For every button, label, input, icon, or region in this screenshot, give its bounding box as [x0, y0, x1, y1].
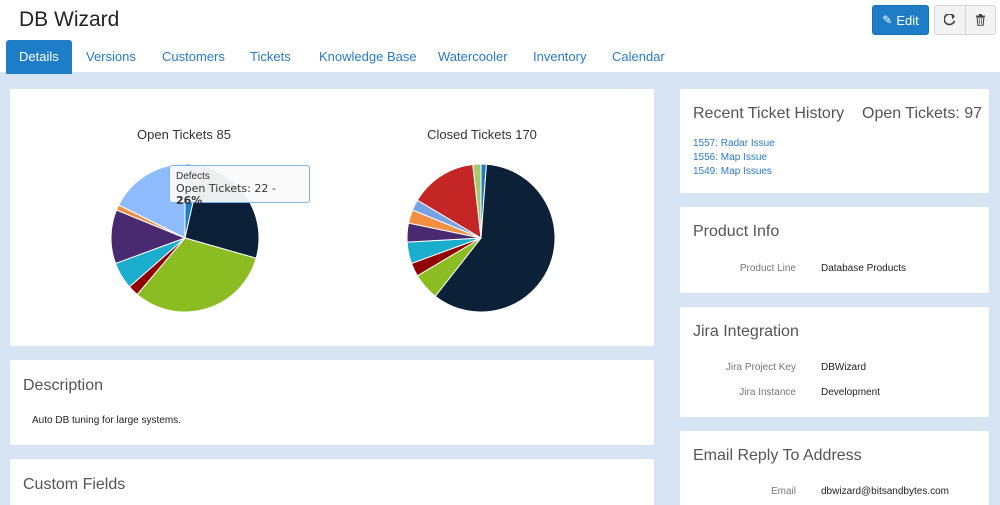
ticket-link[interactable]: 1549: Map Issues: [693, 166, 772, 177]
open-tickets-chart-title: Open Tickets 85: [137, 127, 231, 142]
custom-fields-heading: Custom Fields: [23, 476, 126, 493]
tab-knowledge-base[interactable]: Knowledge Base: [319, 49, 417, 64]
closed-tickets-pie-chart[interactable]: [396, 153, 566, 323]
tooltip-value-line: Open Tickets: 22 - 26%: [176, 182, 276, 207]
closed-tickets-chart-title: Closed Tickets 170: [427, 127, 537, 142]
edit-button[interactable]: ✎ Edit: [872, 5, 929, 35]
content-area: Open Tickets 85 Closed Tickets 170 Defec…: [0, 75, 1000, 505]
tab-customers[interactable]: Customers: [162, 49, 225, 64]
description-card: Description Auto DB tuning for large sys…: [10, 360, 654, 445]
product-info-card: Product Info Product Line Database Produ…: [680, 207, 989, 293]
pie-slice[interactable]: [434, 163, 556, 313]
tooltip-percent: 26%: [176, 194, 203, 207]
refresh-icon: [944, 14, 956, 26]
open-tickets-pie-chart[interactable]: [100, 153, 270, 323]
top-bar: DB Wizard ✎ Edit: [0, 0, 1000, 40]
pie-slice[interactable]: [118, 163, 186, 239]
jira-instance-label: Jira Instance: [739, 387, 796, 398]
tooltip-series-label: Open Tickets: [176, 182, 248, 195]
tab-bar: Details Versions Customers Tickets Knowl…: [0, 40, 1000, 75]
tooltip-value: 22: [254, 182, 269, 195]
jira-integration-card: Jira Integration Jira Project Key DBWiza…: [680, 307, 989, 417]
ticket-link[interactable]: 1557: Radar Issue: [693, 138, 775, 149]
edit-button-label: Edit: [896, 12, 919, 28]
email-value: dbwizard@bitsandbytes.com: [821, 486, 949, 497]
chart-tooltip: Defects Open Tickets: 22 - 26%: [169, 165, 310, 207]
tab-tickets[interactable]: Tickets: [250, 49, 291, 64]
email-label: Email: [770, 486, 796, 497]
tab-inventory[interactable]: Inventory: [533, 49, 587, 64]
product-line-value: Database Products: [821, 263, 907, 274]
product-info-heading: Product Info: [693, 223, 780, 240]
pie-slice[interactable]: [136, 237, 257, 313]
email-reply-heading: Email Reply To Address: [693, 447, 862, 464]
charts-card: Open Tickets 85 Closed Tickets 170 Defec…: [10, 89, 654, 346]
pie-slice[interactable]: [472, 163, 482, 239]
open-tickets-count: Open Tickets: 97: [862, 105, 983, 122]
description-heading: Description: [23, 377, 104, 394]
tab-details[interactable]: Details: [6, 40, 72, 74]
jira-project-key-label: Jira Project Key: [725, 362, 796, 373]
description-text: Auto DB tuning for large systems.: [32, 415, 181, 426]
product-line-label: Product Line: [739, 263, 796, 274]
tab-calendar[interactable]: Calendar: [612, 49, 665, 64]
jira-instance-value: Development: [821, 387, 880, 398]
recent-history-heading: Recent Ticket History: [693, 105, 845, 122]
pie-slice[interactable]: [416, 163, 482, 239]
pencil-icon: ✎: [882, 13, 893, 27]
delete-button[interactable]: [965, 5, 996, 35]
tooltip-category: Defects: [176, 171, 210, 182]
refresh-button[interactable]: [934, 5, 966, 35]
tab-versions[interactable]: Versions: [86, 49, 136, 64]
page-title: DB Wizard: [19, 8, 120, 31]
jira-integration-heading: Jira Integration: [693, 323, 799, 340]
recent-ticket-history-card: Recent Ticket History Open Tickets: 97 1…: [680, 89, 989, 193]
tab-watercooler[interactable]: Watercooler: [438, 49, 508, 64]
trash-icon: [976, 14, 985, 26]
email-reply-card: Email Reply To Address Email dbwizard@bi…: [680, 431, 989, 505]
custom-fields-card: Custom Fields: [10, 459, 654, 505]
recent-ticket-list: 1557: Radar Issue 1556: Map Issue 1549: …: [693, 137, 775, 179]
tooltip-separator: -: [268, 182, 276, 195]
ticket-link[interactable]: 1556: Map Issue: [693, 152, 767, 163]
jira-project-key-value: DBWizard: [821, 362, 867, 373]
